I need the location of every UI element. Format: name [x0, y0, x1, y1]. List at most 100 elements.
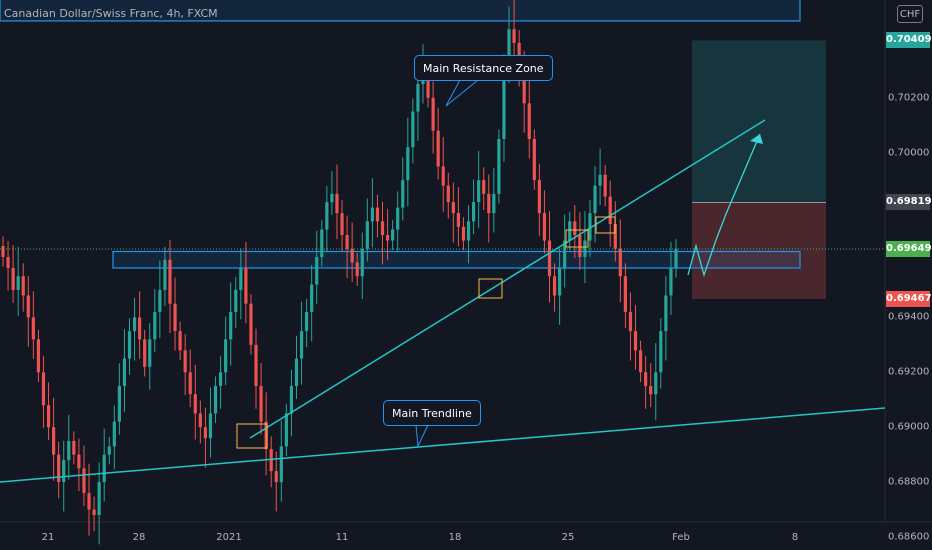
candle-body	[492, 193, 496, 214]
candle-body	[183, 350, 187, 373]
candle-body	[112, 421, 116, 447]
candle-body	[522, 70, 526, 104]
candle-body	[310, 284, 314, 312]
candle-body	[547, 240, 552, 277]
candle-body	[436, 130, 440, 167]
candle-body	[674, 248, 678, 268]
candle-body	[72, 440, 76, 455]
x-tick-label: 11	[335, 532, 349, 543]
candle-body	[396, 207, 400, 230]
trendline-pointer	[415, 424, 429, 448]
candle-body	[482, 180, 486, 194]
candle-body	[563, 240, 567, 268]
candle-body	[294, 358, 299, 387]
candle-body	[502, 70, 506, 139]
candle-body	[188, 372, 192, 395]
candle-body	[264, 421, 268, 450]
candle-body	[477, 180, 481, 203]
candle-body	[330, 193, 334, 203]
candle-body	[608, 196, 612, 225]
resistance-callout: Main Resistance Zone	[414, 55, 553, 81]
candle-body	[239, 267, 243, 290]
resistance-pointer	[445, 79, 480, 107]
candle-body	[315, 257, 319, 285]
candle-body	[87, 493, 91, 510]
stop-zone	[692, 202, 826, 300]
symbol-title: Canadian Dollar/Swiss Franc, 4h, FXCM	[4, 7, 218, 20]
candle-body	[628, 311, 633, 332]
candle-body	[446, 185, 450, 203]
x-tick-label: Feb	[672, 532, 690, 543]
candle-body	[173, 303, 177, 332]
candle-body	[451, 202, 455, 214]
candle-body	[391, 229, 395, 241]
candle-body	[497, 138, 501, 194]
candle-body	[603, 174, 607, 197]
candle-body	[6, 257, 10, 268]
candle-body	[193, 394, 197, 414]
candle-body	[67, 440, 71, 461]
candle-body	[401, 180, 405, 208]
candle-body	[466, 221, 471, 241]
candle-body	[1, 246, 5, 258]
candle-body	[198, 413, 202, 428]
target-zone	[692, 40, 826, 203]
candle-body	[350, 248, 354, 263]
price-tag-target: 0.70409	[886, 32, 932, 49]
candle-body	[644, 372, 648, 387]
candle-body	[163, 259, 167, 290]
candle-body	[537, 180, 541, 214]
candle-body	[669, 267, 673, 296]
candle-body	[132, 317, 137, 332]
candle-body	[46, 405, 51, 428]
candle-body	[102, 454, 106, 483]
candle-body	[62, 460, 66, 483]
candle-body	[649, 386, 653, 395]
candle-body	[659, 331, 663, 373]
x-tick-label: 8	[791, 532, 799, 543]
candle-body	[618, 248, 622, 277]
candle-body	[441, 166, 445, 186]
candle-body	[638, 350, 643, 373]
y-tick-label: 0.68800	[888, 476, 930, 488]
candle-body	[16, 276, 20, 290]
candle-body	[117, 386, 121, 422]
candle-body	[416, 84, 420, 112]
candle-body	[568, 221, 572, 241]
candle-body	[588, 213, 592, 241]
candle-body	[274, 471, 278, 483]
x-tick-label: 2021	[216, 532, 242, 543]
price-tag-current: 0.69649	[886, 241, 932, 258]
candle-body	[598, 174, 602, 186]
main-trendline	[0, 407, 886, 483]
x-tick-label: 25	[561, 532, 575, 543]
candle-body	[218, 372, 223, 387]
candle-body	[456, 213, 461, 227]
candle-body	[158, 289, 162, 312]
y-tick-label: 0.69400	[888, 311, 930, 323]
trendline-callout: Main Trendline	[383, 400, 481, 426]
y-tick-label: 0.70000	[888, 147, 930, 159]
currency-button[interactable]: CHF	[897, 5, 923, 23]
y-tick-label: 0.68600	[888, 531, 930, 543]
candle-body	[406, 147, 410, 181]
candle-body	[279, 446, 283, 483]
candle-body	[613, 224, 617, 249]
candle-body	[507, 29, 511, 71]
resistance-zone	[0, 0, 801, 22]
candle-body	[244, 267, 248, 304]
candle-body	[325, 202, 329, 230]
candle-body	[340, 213, 344, 236]
candle-body	[77, 454, 81, 469]
candle-body	[583, 240, 587, 258]
candle-body	[487, 193, 491, 214]
candle-body	[259, 386, 263, 422]
candle-body	[305, 311, 309, 332]
candle-body	[542, 213, 547, 241]
candle-body	[431, 97, 435, 131]
candle-body	[375, 207, 380, 222]
candle-body	[289, 386, 294, 414]
candle-body	[122, 358, 127, 387]
